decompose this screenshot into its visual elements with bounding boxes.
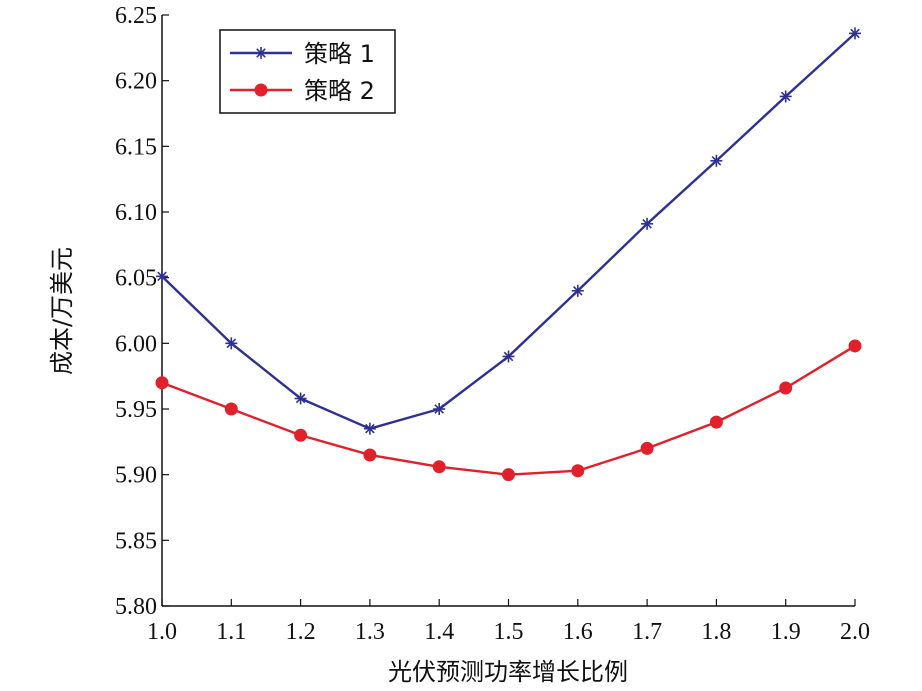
x-tick-label: 1.7 <box>632 619 662 645</box>
marker-stroke <box>642 219 652 229</box>
marker-stroke <box>850 28 860 39</box>
legend-entry-1: 策略 1 <box>230 40 375 68</box>
x-tick-label: 1.3 <box>355 619 385 645</box>
y-tick-label: 6.05 <box>115 266 157 292</box>
data-point <box>641 217 654 230</box>
x-axis-label: 光伏预测功率增长比例 <box>388 658 628 686</box>
marker-stroke <box>365 423 375 434</box>
legend-entry-2: 策略 2 <box>230 77 375 105</box>
y-tick-label: 5.90 <box>115 463 157 489</box>
x-tick-label: 1.8 <box>701 619 731 645</box>
data-point <box>502 468 515 482</box>
marker-stroke <box>711 155 722 166</box>
data-point <box>294 428 308 442</box>
x-tick-label: 1.1 <box>216 619 246 645</box>
marker-stroke <box>157 271 167 282</box>
y-tick-label: 6.15 <box>115 134 157 160</box>
data-point <box>848 339 862 353</box>
marker-stroke <box>434 404 445 414</box>
y-tick-label: 6.25 <box>115 3 157 29</box>
x-tick-label: 1.0 <box>147 619 177 645</box>
x-tick-label: 1.6 <box>563 619 593 645</box>
data-point <box>779 381 793 395</box>
legend: 策略 1 策略 2 <box>219 29 396 114</box>
data-point <box>363 448 377 462</box>
data-point <box>155 376 169 390</box>
series-1 <box>156 27 861 435</box>
y-axis-label: 成本/万美元 <box>48 247 76 375</box>
legend-label: 策略 1 <box>304 40 375 68</box>
x-tick-label: 1.9 <box>771 619 801 645</box>
marker-stroke <box>503 351 514 362</box>
data-point <box>224 402 238 416</box>
data-point <box>640 441 654 455</box>
data-point <box>294 392 307 405</box>
legend-marker <box>254 83 268 97</box>
x-tick-label: 1.4 <box>424 619 454 645</box>
y-tick-label: 6.10 <box>115 200 157 226</box>
data-point <box>433 403 446 415</box>
legend-label: 策略 2 <box>304 77 375 105</box>
marker-stroke <box>295 393 306 404</box>
x-tick-label: 2.0 <box>840 619 870 645</box>
y-axis-ticks: 5.80 5.85 5.90 5.95 6.00 6.05 6.10 6.15 6.20 6.25 <box>115 3 169 620</box>
data-point <box>849 27 861 40</box>
data-point <box>225 337 238 350</box>
y-tick-label: 6.00 <box>115 331 157 357</box>
series-2 <box>155 339 862 482</box>
marker-stroke <box>226 338 237 349</box>
marker-stroke <box>256 48 266 58</box>
data-point <box>156 270 168 283</box>
marker-stroke <box>572 285 583 296</box>
legend-box <box>219 29 396 114</box>
y-tick-label: 5.95 <box>115 397 157 423</box>
x-tick-label: 1.2 <box>286 619 316 645</box>
data-point <box>710 154 723 167</box>
series-layer <box>155 27 862 482</box>
x-tick-label: 1.5 <box>494 619 524 645</box>
y-tick-label: 5.80 <box>115 594 157 620</box>
y-tick-label: 5.85 <box>115 528 157 554</box>
data-point <box>709 415 723 429</box>
data-point <box>571 464 585 478</box>
legend-marker <box>255 47 267 59</box>
data-point <box>779 90 792 103</box>
marker-stroke <box>780 91 791 102</box>
y-tick-label: 6.20 <box>115 69 157 95</box>
data-point <box>432 460 446 474</box>
data-point <box>502 350 515 363</box>
series-line <box>161 344 856 476</box>
x-axis-ticks: 1.0 1.1 1.2 1.3 1.4 1.5 1.6 1.7 1.8 1.9 2.0 <box>147 599 870 645</box>
data-point <box>363 422 376 435</box>
data-point <box>571 284 584 297</box>
